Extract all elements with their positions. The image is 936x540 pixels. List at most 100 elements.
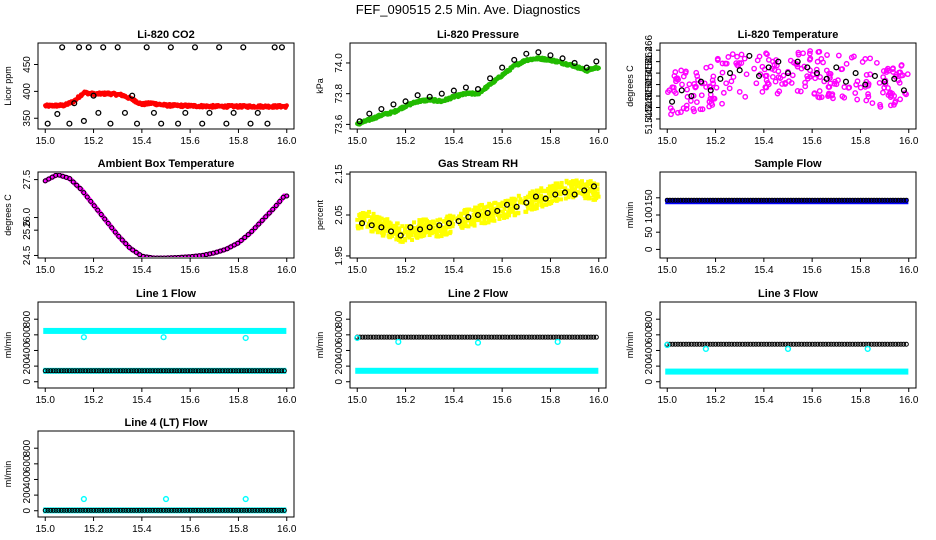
data-point — [216, 44, 223, 51]
data-point — [206, 507, 212, 513]
data-point — [455, 218, 462, 225]
data-point — [150, 109, 157, 116]
data-point — [718, 197, 724, 203]
data-point — [50, 507, 56, 513]
data-point — [472, 221, 477, 226]
data-point — [408, 230, 413, 235]
data-point — [448, 220, 453, 225]
data-point — [863, 71, 870, 78]
data-point — [147, 368, 153, 374]
data-point — [665, 89, 671, 96]
y-tick-label: 800 — [22, 310, 33, 327]
data-point — [225, 507, 231, 513]
data-point — [882, 77, 889, 84]
data-point — [456, 334, 462, 340]
data-point — [868, 197, 874, 203]
data-point — [755, 72, 763, 80]
x-tick-label: 15.4 — [132, 136, 152, 147]
data-point — [252, 507, 258, 513]
data-point — [166, 507, 172, 513]
data-point — [842, 78, 850, 85]
data-point — [536, 199, 541, 204]
data-point — [244, 368, 250, 374]
data-point — [702, 345, 709, 353]
data-point — [828, 197, 834, 203]
data-point — [893, 341, 899, 347]
data-point — [699, 341, 705, 347]
data-point — [539, 188, 544, 193]
data-point — [487, 214, 492, 219]
data-point — [236, 368, 242, 374]
data-point — [539, 186, 544, 191]
data-point — [883, 69, 890, 75]
data-point — [482, 217, 487, 222]
data-point — [523, 199, 530, 206]
data-point — [683, 102, 690, 109]
data-point — [801, 341, 807, 347]
data-point — [804, 64, 811, 71]
data-point — [529, 334, 535, 340]
data-point — [462, 334, 468, 340]
data-point — [807, 48, 814, 54]
data-point — [887, 102, 894, 109]
data-point — [841, 94, 848, 101]
data-point — [174, 507, 180, 513]
panel-8: Line 2 Flow ml/min 15.0 15.2 15.4 15.6 15.8 16.… — [315, 288, 609, 406]
data-point — [791, 197, 797, 203]
data-point — [521, 334, 527, 340]
y-tick-label: 200 — [644, 357, 655, 374]
data-point — [120, 507, 126, 513]
data-point — [206, 109, 213, 116]
plot-frame — [659, 301, 917, 389]
data-point — [177, 368, 183, 374]
data-point — [550, 334, 556, 340]
data-point — [880, 68, 887, 74]
data-point — [588, 334, 594, 340]
data-point — [502, 215, 507, 220]
data-point — [487, 75, 494, 82]
panel-6: Sample Flow ml/min 15.0 15.2 15.4 15.6 15.8 16.… — [625, 158, 919, 276]
data-point — [480, 212, 485, 217]
data-point — [460, 225, 465, 230]
data-point — [670, 341, 676, 347]
data-point — [789, 72, 796, 79]
data-point — [151, 255, 157, 257]
data-point — [459, 334, 465, 340]
y-tick-label: 25.5 — [22, 220, 33, 240]
data-point — [93, 368, 99, 374]
data-point — [278, 44, 285, 51]
data-point — [898, 197, 904, 203]
data-point — [155, 368, 161, 374]
data-point — [510, 209, 515, 214]
data-point — [756, 341, 762, 347]
data-point — [678, 341, 684, 347]
y-tick-label: 0 — [644, 246, 655, 252]
data-point — [220, 368, 226, 374]
data-point — [817, 341, 823, 347]
y-tick-label: 51.462 — [644, 46, 655, 77]
y-tick-label: 100 — [644, 206, 655, 223]
data-point — [88, 198, 94, 204]
data-point — [471, 212, 476, 217]
data-point — [804, 197, 810, 203]
data-point — [101, 507, 107, 513]
data-point — [901, 341, 907, 347]
y-axis-label: kPa — [315, 78, 325, 94]
data-point — [429, 334, 435, 340]
data-point — [855, 341, 861, 347]
data-point — [376, 219, 381, 224]
plot-frame — [349, 301, 607, 389]
data-point — [257, 368, 263, 374]
data-point — [465, 215, 470, 220]
data-point — [499, 204, 504, 209]
y-tick-label: 1.95 — [334, 246, 345, 266]
data-point — [435, 223, 440, 228]
data-point — [445, 220, 453, 227]
data-point — [862, 81, 869, 88]
data-point — [563, 196, 568, 201]
data-point — [395, 233, 400, 238]
data-point — [512, 202, 517, 207]
data-point — [369, 215, 374, 220]
data-point — [825, 341, 831, 347]
data-point — [896, 79, 903, 86]
